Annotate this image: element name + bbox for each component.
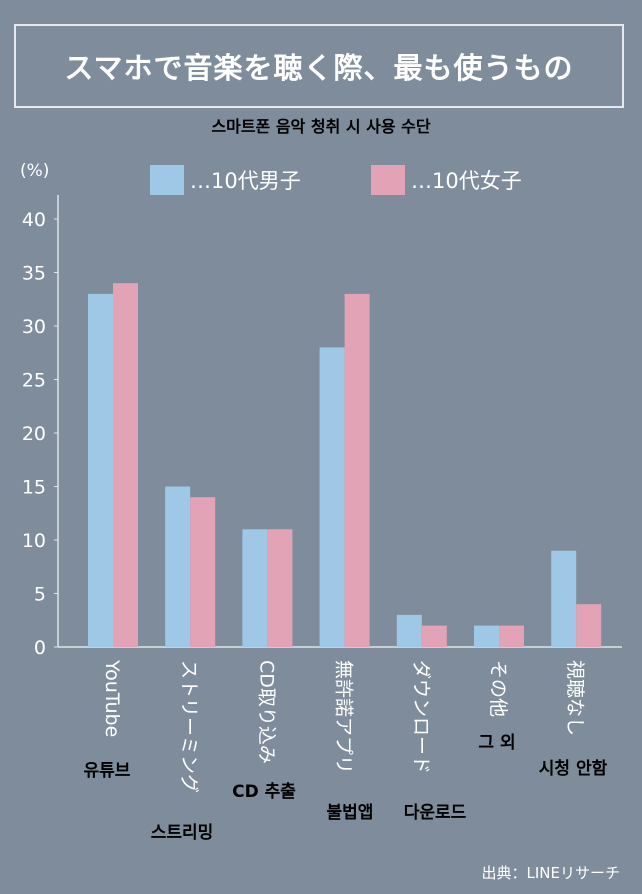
y-tick-label: 35 bbox=[22, 263, 46, 285]
bar-male-2 bbox=[165, 486, 191, 647]
category-label: 視聴なし bbox=[564, 660, 586, 736]
category-label: CD取り込み bbox=[255, 660, 277, 764]
bar-male-3 bbox=[242, 529, 268, 647]
category-label: ダウンロード bbox=[410, 660, 432, 774]
bar-male-4 bbox=[319, 347, 345, 647]
bar-female-3 bbox=[267, 529, 293, 647]
korean-category-label: 스트리밍 bbox=[151, 823, 214, 843]
korean-category-label: 그 외 bbox=[478, 733, 515, 753]
korean-category-label: CD 추출 bbox=[232, 782, 296, 802]
chart-title: スマホで音楽を聴く際、最も使うもの bbox=[14, 24, 624, 108]
y-tick-label: 0 bbox=[34, 637, 46, 659]
bar-female-4 bbox=[344, 293, 370, 647]
category-label: 無許諾アプリ bbox=[333, 660, 355, 774]
legend-swatch-female bbox=[371, 165, 405, 195]
category-label: YouTube bbox=[101, 659, 123, 737]
korean-subtitle: 스마트폰 음악 청취 시 사용 수단 bbox=[211, 117, 431, 136]
bar-female-7 bbox=[576, 604, 602, 647]
bar-male-6 bbox=[474, 625, 499, 647]
y-tick-label: 15 bbox=[22, 477, 46, 499]
korean-category-label: 다운로드 bbox=[404, 803, 467, 823]
korean-category-label: 시청 안함 bbox=[539, 758, 608, 779]
legend-label-male: …10代男子 bbox=[190, 169, 301, 193]
bar-female-6 bbox=[499, 625, 524, 647]
y-tick-label: 25 bbox=[22, 370, 46, 392]
bar-male-7 bbox=[551, 550, 577, 647]
korean-category-label: 불법앱 bbox=[327, 802, 374, 823]
category-label: その他 bbox=[487, 660, 509, 717]
y-tick-label: 30 bbox=[22, 316, 46, 338]
y-tick-label: 5 bbox=[34, 584, 46, 606]
y-tick-label: 40 bbox=[22, 209, 46, 231]
legend-label-female: …10代女子 bbox=[411, 169, 522, 193]
bar-female-1 bbox=[113, 283, 138, 647]
bar-male-5 bbox=[396, 614, 422, 647]
bar-male-1 bbox=[88, 293, 113, 647]
category-label: ストリーミング bbox=[178, 660, 200, 793]
y-tick-label: 20 bbox=[22, 423, 46, 445]
korean-category-label: 유튜브 bbox=[84, 761, 131, 781]
source-credit: 出典：LINEリサーチ bbox=[481, 864, 620, 882]
bar-female-2 bbox=[190, 497, 216, 647]
y-axis-unit-label: (%) bbox=[20, 161, 49, 181]
bar-female-5 bbox=[421, 625, 447, 647]
legend-swatch-male bbox=[150, 165, 184, 195]
y-tick-label: 10 bbox=[22, 530, 46, 552]
